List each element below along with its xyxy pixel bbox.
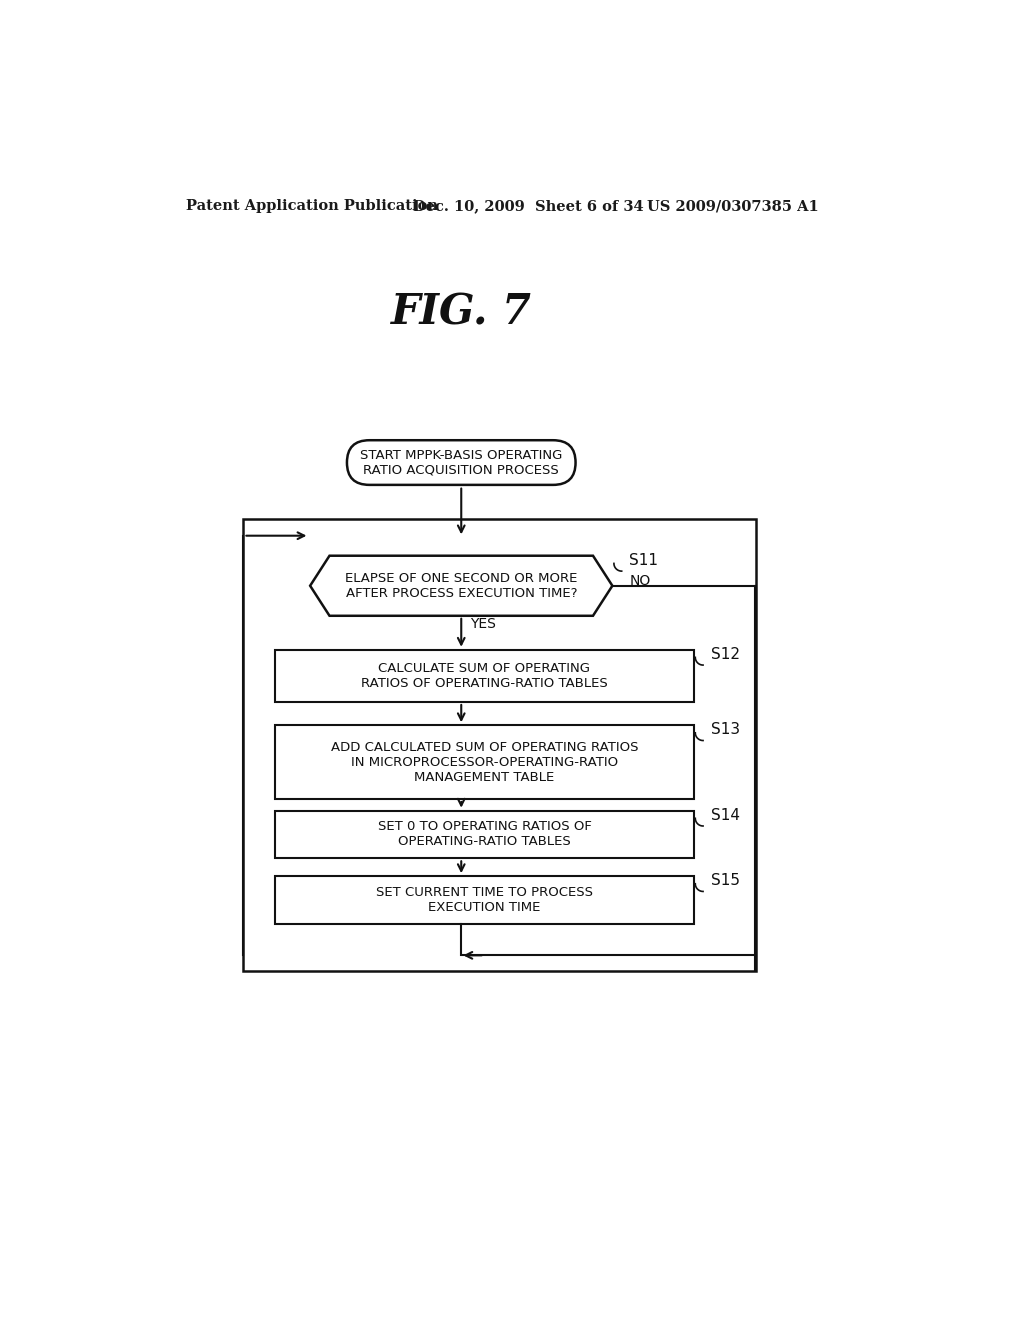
Text: ELAPSE OF ONE SECOND OR MORE
AFTER PROCESS EXECUTION TIME?: ELAPSE OF ONE SECOND OR MORE AFTER PROCE…: [345, 572, 578, 599]
Text: Patent Application Publication: Patent Application Publication: [186, 199, 438, 213]
Polygon shape: [310, 556, 612, 615]
Bar: [243, 519, 756, 970]
Bar: [275, 810, 693, 858]
Text: YES: YES: [471, 618, 497, 631]
Text: ADD CALCULATED SUM OF OPERATING RATIOS
IN MICROPROCESSOR-OPERATING-RATIO
MANAGEM: ADD CALCULATED SUM OF OPERATING RATIOS I…: [331, 741, 638, 784]
Text: CALCULATE SUM OF OPERATING
RATIOS OF OPERATING-RATIO TABLES: CALCULATE SUM OF OPERATING RATIOS OF OPE…: [361, 661, 608, 690]
Text: S12: S12: [711, 647, 739, 661]
Text: S13: S13: [711, 722, 740, 737]
Bar: [275, 876, 693, 924]
Text: Dec. 10, 2009  Sheet 6 of 34: Dec. 10, 2009 Sheet 6 of 34: [414, 199, 644, 213]
Text: S11: S11: [630, 553, 658, 568]
Text: SET CURRENT TIME TO PROCESS
EXECUTION TIME: SET CURRENT TIME TO PROCESS EXECUTION TI…: [376, 886, 593, 913]
Text: US 2009/0307385 A1: US 2009/0307385 A1: [647, 199, 819, 213]
Text: S14: S14: [711, 808, 739, 822]
FancyBboxPatch shape: [347, 441, 575, 484]
Text: SET 0 TO OPERATING RATIOS OF
OPERATING-RATIO TABLES: SET 0 TO OPERATING RATIOS OF OPERATING-R…: [378, 821, 592, 849]
Text: START MPPK-BASIS OPERATING
RATIO ACQUISITION PROCESS: START MPPK-BASIS OPERATING RATIO ACQUISI…: [360, 449, 562, 477]
Bar: [275, 725, 693, 799]
Text: NO: NO: [630, 574, 650, 589]
Text: FIG. 7: FIG. 7: [391, 292, 531, 334]
Text: S15: S15: [711, 873, 739, 888]
Bar: [275, 649, 693, 702]
